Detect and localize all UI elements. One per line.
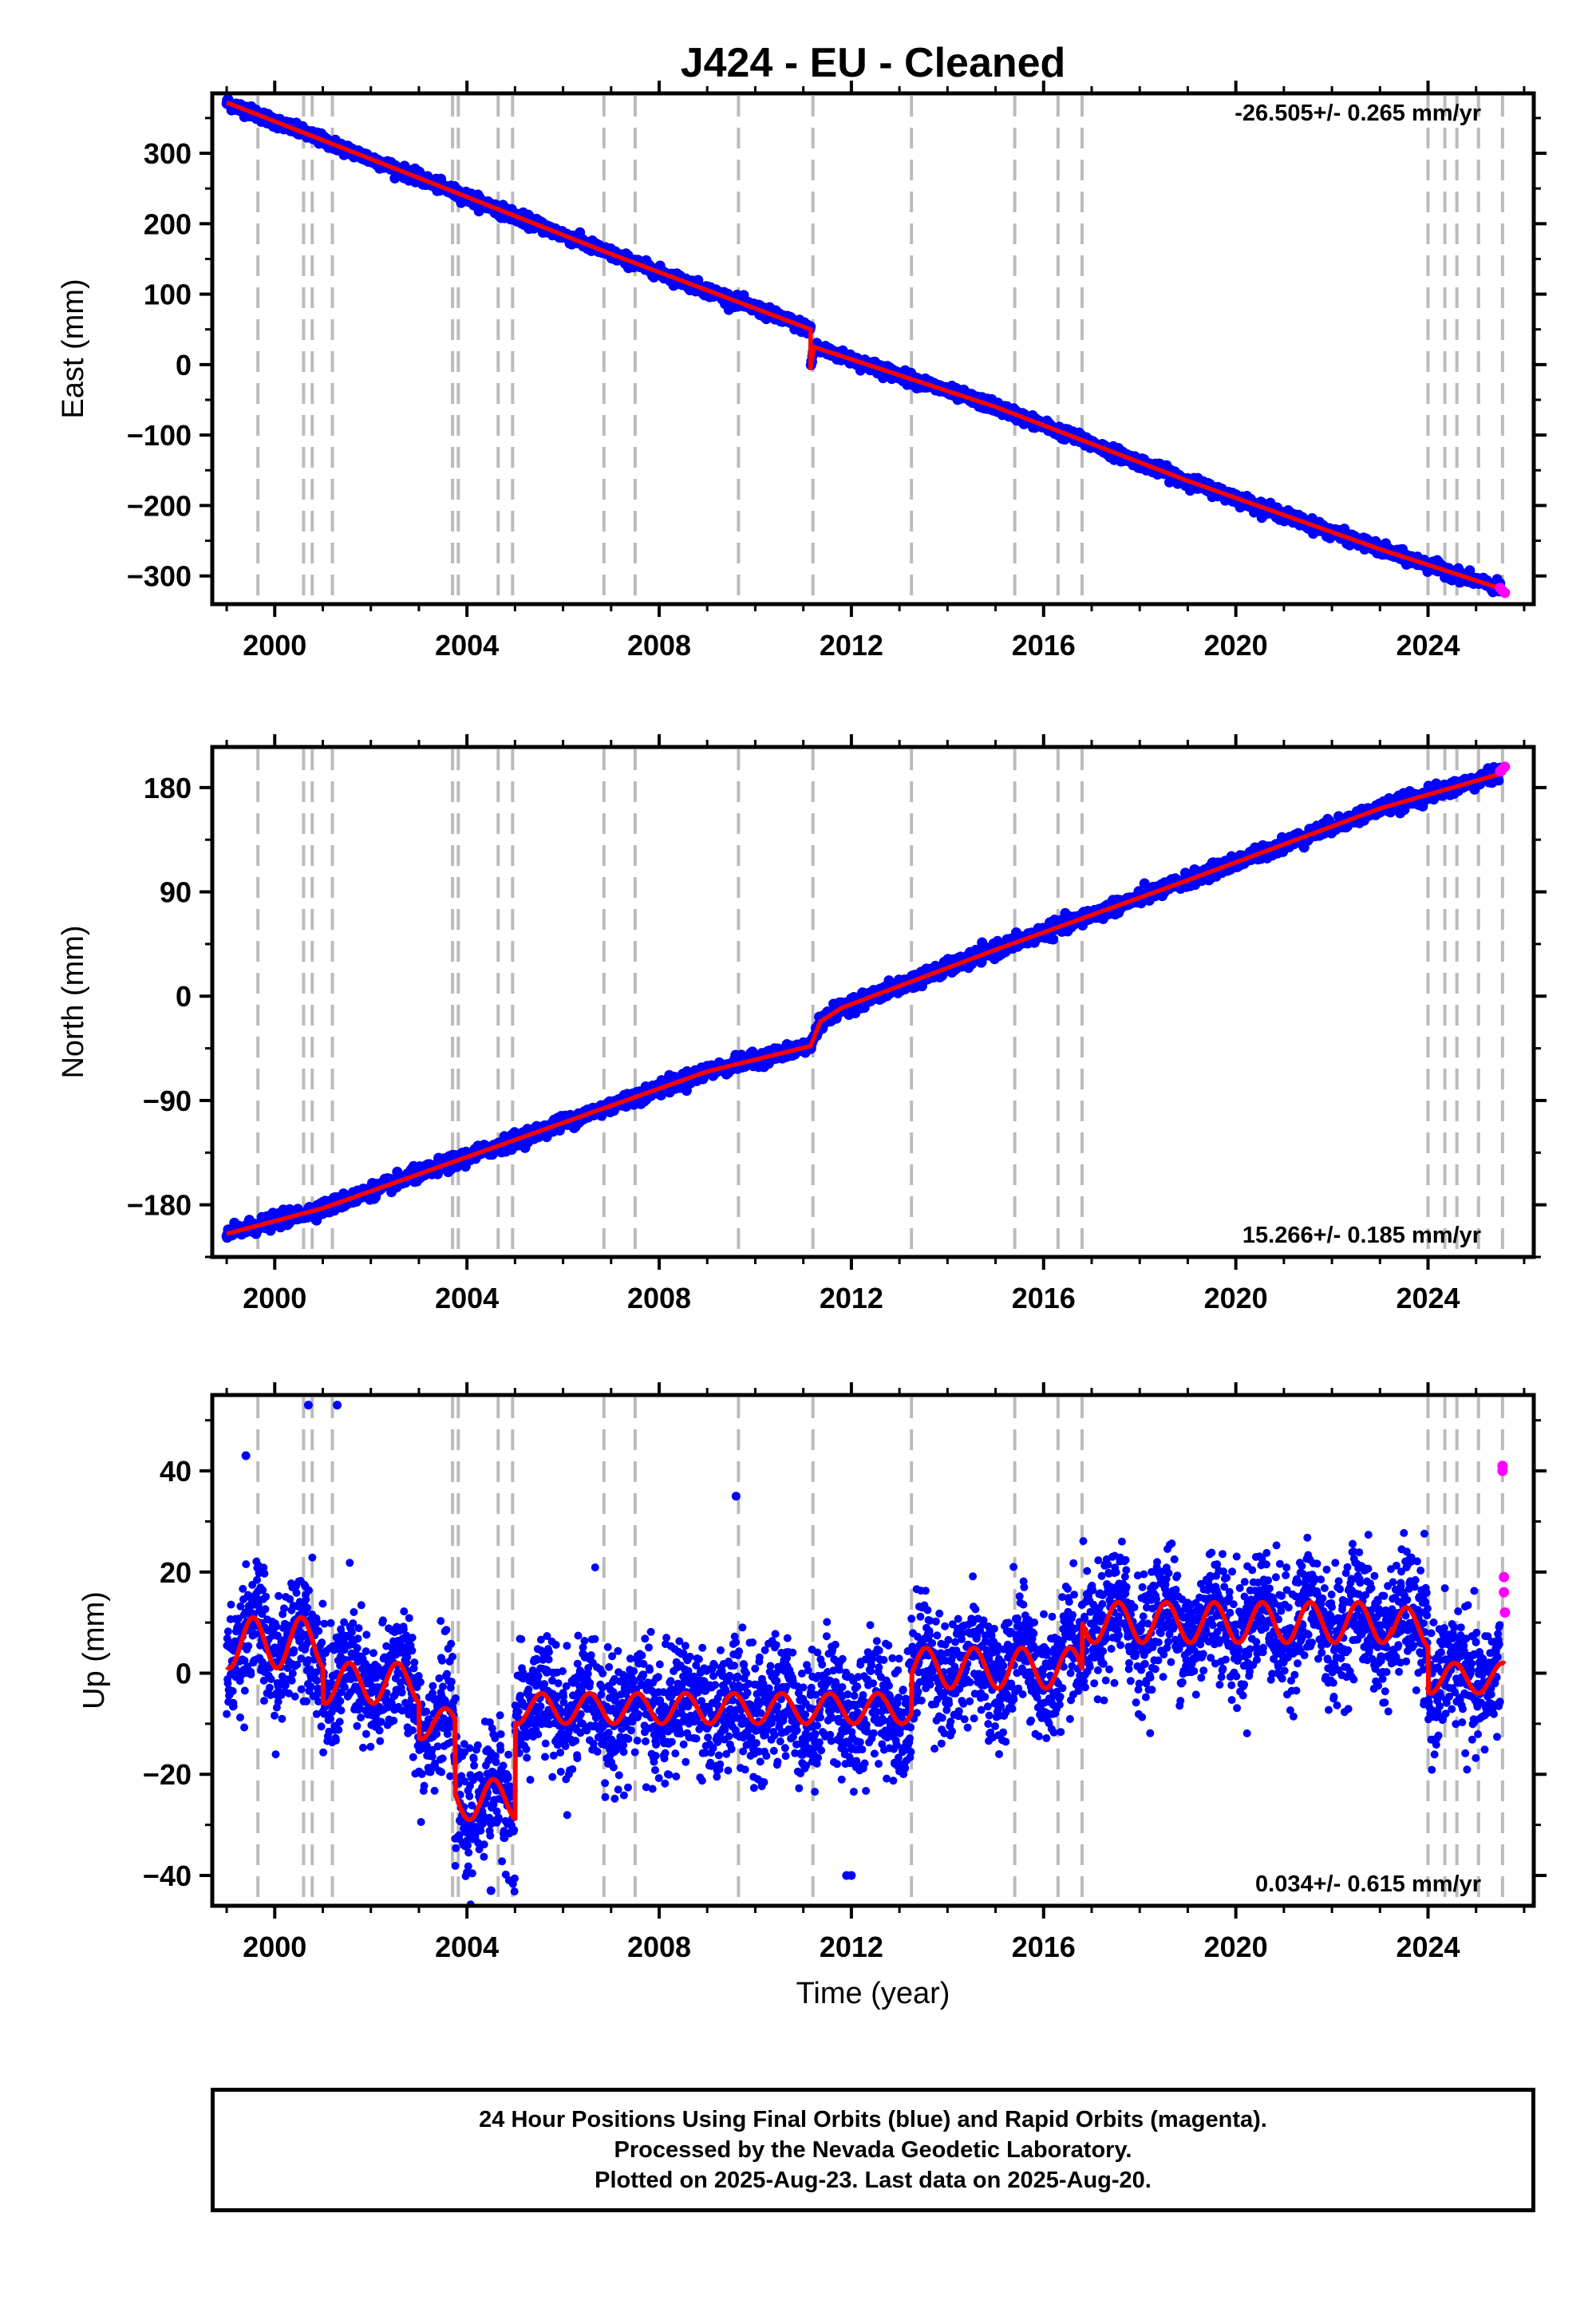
x-tick-label: 2016 <box>1012 1282 1076 1314</box>
x-tick-label: 2024 <box>1396 1931 1460 1963</box>
y-tick-label: 200 <box>144 207 192 240</box>
y-tick-label: 0 <box>176 349 192 381</box>
y-axis-label: North (mm) <box>57 925 90 1078</box>
y-tick-label: 180 <box>144 772 192 804</box>
y-tick-label: −40 <box>143 1860 192 1892</box>
y-tick-label: 300 <box>144 137 192 170</box>
plot-area <box>221 761 1511 1243</box>
rapid-orbits-points <box>1495 583 1511 599</box>
y-tick-label: −300 <box>127 560 192 593</box>
x-tick-label: 2012 <box>820 629 883 662</box>
caption-line-1: 24 Hour Positions Using Final Orbits (bl… <box>479 2107 1267 2132</box>
x-axis-label: Time (year) <box>796 1977 950 2010</box>
rapid-orbit-point <box>1499 587 1511 599</box>
rate-label: 15.266+/- 0.185 mm/yr <box>1242 1223 1481 1248</box>
panels-group: 2000 2004 2008 2012 2016 2020 2024−300−200−100… <box>57 81 1547 2010</box>
x-tick-label: 2004 <box>435 1282 499 1314</box>
rapid-orbit-point <box>1499 1571 1510 1583</box>
x-tick-label: 2016 <box>1012 629 1076 662</box>
plot-area <box>221 93 1511 599</box>
y-tick-label: 0 <box>176 980 192 1013</box>
rapid-orbit-point <box>1499 1607 1511 1618</box>
x-tick-label: 2012 <box>820 1931 883 1963</box>
x-tick-label: 2016 <box>1012 1931 1076 1963</box>
y-tick-label: −200 <box>127 489 192 522</box>
y-tick-label: 20 <box>160 1556 192 1589</box>
y-axis-label: East (mm) <box>57 279 90 418</box>
plot-frame <box>210 745 1536 1259</box>
rapid-orbits-points <box>1495 761 1511 777</box>
x-tick-label: 2020 <box>1204 629 1268 662</box>
x-tick-label: 2012 <box>820 1282 883 1314</box>
x-tick-label: 2024 <box>1396 1282 1460 1314</box>
y-axis-label: Up (mm) <box>77 1591 111 1709</box>
y-tick-label: 90 <box>160 876 192 909</box>
model-line <box>226 770 1506 1236</box>
y-tick-label: 40 <box>160 1455 192 1488</box>
rapid-orbit-point <box>1497 1465 1508 1476</box>
plot-area <box>223 1401 1511 1906</box>
y-tick-label: −20 <box>143 1758 192 1791</box>
final-orbits-points <box>223 1401 1504 1906</box>
panel-1: 2000 2004 2008 2012 2016 2020 2024−300−200−100… <box>57 81 1547 662</box>
model-line <box>224 1599 1507 1823</box>
x-tick-label: 2004 <box>435 1931 499 1963</box>
outlier-point <box>333 1401 342 1410</box>
rapid-orbit-point <box>1499 761 1511 773</box>
y-tick-label: 100 <box>144 279 192 311</box>
x-tick-label: 2004 <box>435 629 499 662</box>
outlier-point <box>241 1451 251 1460</box>
rapid-orbit-point <box>1499 1587 1510 1598</box>
plot-frame <box>210 91 1536 607</box>
caption-line-3: Plotted on 2025-Aug-23. Last data on 202… <box>595 2168 1152 2193</box>
caption-line-2: Processed by the Nevada Geodetic Laborat… <box>614 2137 1132 2163</box>
outlier-point <box>486 1886 496 1895</box>
outlier-point <box>731 1492 741 1501</box>
x-tick-label: 2000 <box>243 629 306 662</box>
x-tick-label: 2020 <box>1204 1282 1268 1314</box>
x-tick-label: 2000 <box>243 1931 306 1963</box>
x-tick-label: 2008 <box>627 1282 691 1314</box>
rate-label: -26.505+/- 0.265 mm/yr <box>1235 101 1481 126</box>
rapid-orbits-points <box>1497 1460 1511 1618</box>
plot-frame <box>210 1393 1536 1908</box>
caption-box: 24 Hour Positions Using Final Orbits (bl… <box>211 2088 1535 2212</box>
outlier-point <box>847 1871 856 1880</box>
y-tick-label: 0 <box>176 1658 192 1690</box>
y-tick-label: −90 <box>143 1085 192 1117</box>
chart-title: J424 - EU - Cleaned <box>681 40 1066 86</box>
x-tick-label: 2020 <box>1204 1931 1268 1963</box>
x-tick-label: 2008 <box>627 629 691 662</box>
x-tick-label: 2024 <box>1396 629 1460 662</box>
y-tick-label: −180 <box>127 1189 192 1222</box>
x-tick-label: 2008 <box>627 1931 691 1963</box>
rate-label: 0.034+/- 0.615 mm/yr <box>1255 1871 1481 1897</box>
panel-2: 2000 2004 2008 2012 2016 2020 2024 −180 −90 0 90 18… <box>57 734 1547 1314</box>
outlier-point <box>303 1401 313 1410</box>
model-line <box>226 100 1506 592</box>
y-tick-label: −100 <box>127 419 192 452</box>
panel-3: 2000 2004 2008 2012 2016 2020 2024 −40 −20 0 20 40 U… <box>77 1382 1547 2010</box>
final-orbits-points <box>221 93 1506 598</box>
x-tick-label: 2000 <box>243 1282 306 1314</box>
